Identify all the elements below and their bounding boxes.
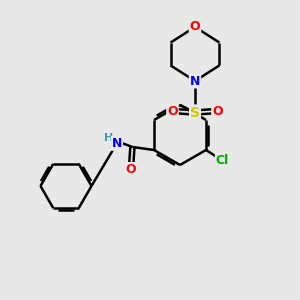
Text: S: S bbox=[190, 106, 200, 119]
Text: O: O bbox=[126, 163, 136, 176]
Text: O: O bbox=[167, 104, 178, 118]
Text: O: O bbox=[190, 20, 200, 34]
Text: H: H bbox=[104, 133, 113, 143]
Text: Cl: Cl bbox=[216, 154, 229, 167]
Text: N: N bbox=[190, 74, 200, 88]
Text: N: N bbox=[112, 137, 122, 150]
Text: O: O bbox=[212, 104, 223, 118]
